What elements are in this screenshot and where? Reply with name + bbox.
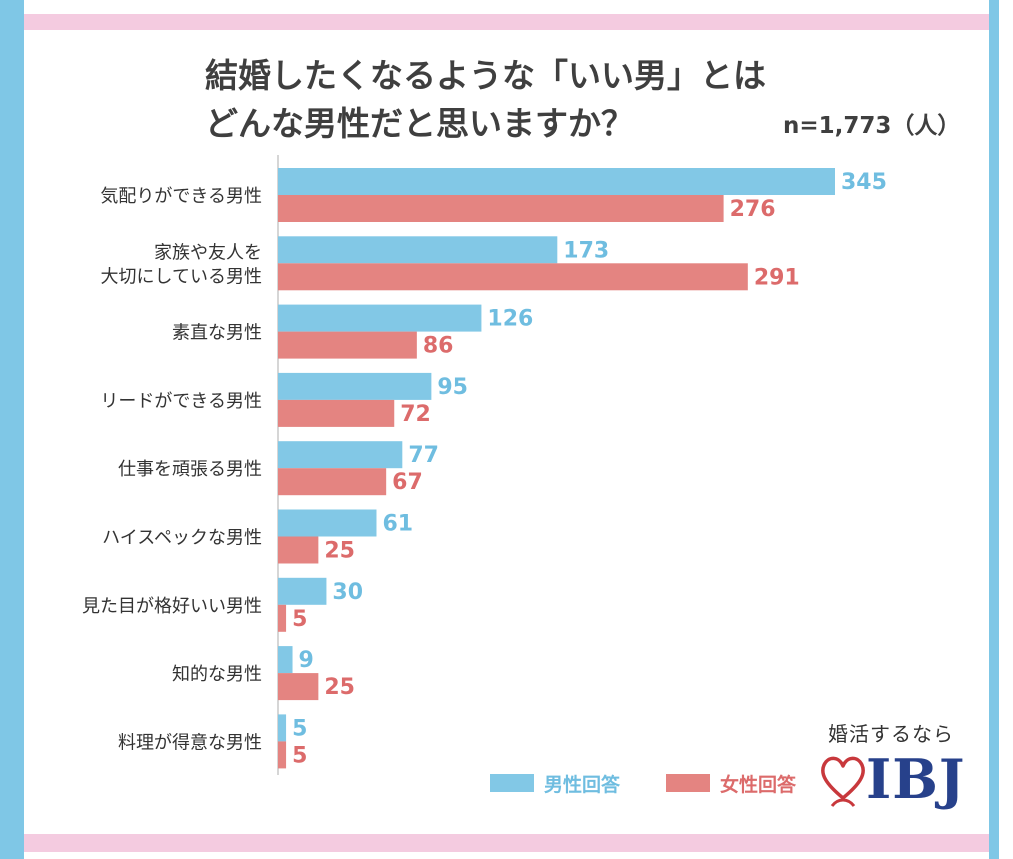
bar-male	[278, 168, 835, 195]
value-label-female: 72	[400, 402, 431, 427]
category-label: 料理が得意な男性	[118, 732, 262, 753]
value-label-female: 5	[292, 607, 307, 632]
chart-title-line-1: 結婚したくなるような「いい男」とは	[205, 56, 766, 95]
legend-label-female: 女性回答	[720, 774, 797, 796]
bar-female	[278, 536, 319, 564]
value-label-female: 86	[423, 334, 454, 359]
value-label-female: 276	[730, 197, 776, 222]
category-label: 見た目が格好いい男性	[82, 596, 262, 617]
legend-swatch-female	[666, 774, 710, 792]
ibj-logo: IBJ	[818, 748, 968, 810]
chart-title-line-2: どんな男性だと思いますか？	[205, 104, 634, 143]
heart-icon	[821, 756, 865, 807]
bar-male	[278, 577, 327, 605]
legend-swatch-male	[490, 774, 534, 792]
value-label-male: 345	[841, 170, 887, 195]
value-label-female: 67	[392, 470, 423, 495]
value-label-male: 126	[487, 307, 533, 332]
value-label-male: 61	[382, 512, 413, 537]
value-label-male: 30	[332, 580, 363, 605]
bar-female	[278, 673, 319, 701]
bar-female	[278, 263, 748, 291]
frame-left-border	[0, 0, 24, 859]
bar-female	[278, 331, 417, 359]
value-label-female: 25	[324, 539, 355, 564]
bottom-pink-stripe	[24, 834, 989, 852]
sample-size-label: n=1,773（人）	[783, 113, 961, 139]
bar-male	[278, 372, 432, 400]
category-label: ハイスペックな男性	[102, 528, 262, 549]
bar-male	[278, 646, 293, 674]
bar-male	[278, 714, 287, 742]
bar-female	[278, 468, 387, 496]
value-label-male: 77	[408, 443, 439, 468]
bar-female	[278, 399, 395, 427]
bar-female	[278, 604, 287, 632]
logo-text: IBJ	[866, 747, 966, 811]
category-label: 気配りができる男性	[100, 186, 262, 207]
value-label-female: 5	[292, 743, 307, 768]
logo-tagline: 婚活するなら	[828, 722, 954, 746]
legend-label-male: 男性回答	[544, 774, 621, 796]
category-label: 知的な男性	[172, 664, 262, 685]
bar-male	[278, 304, 482, 332]
chart-title: 結婚したくなるような「いい男」とは どんな男性だと思いますか？	[205, 52, 845, 148]
bar-male	[278, 236, 558, 264]
category-label: 素直な男性	[172, 323, 262, 344]
frame-right-border	[989, 0, 999, 859]
category-label: 家族や友人を	[154, 242, 262, 263]
value-label-male: 5	[292, 716, 307, 741]
category-label: リードができる男性	[100, 391, 262, 412]
category-label: 大切にしている男性	[101, 266, 262, 287]
value-label-female: 25	[324, 675, 355, 700]
value-label-male: 9	[299, 648, 314, 673]
value-label-male: 173	[563, 238, 609, 263]
category-label: 仕事を頑張る男性	[118, 459, 262, 480]
bar-male	[278, 509, 377, 537]
bar-female	[278, 741, 287, 769]
bar-female	[278, 195, 724, 222]
top-pink-stripe	[24, 14, 989, 30]
bar-male	[278, 441, 403, 469]
value-label-female: 291	[754, 265, 800, 290]
value-label-male: 95	[437, 375, 468, 400]
